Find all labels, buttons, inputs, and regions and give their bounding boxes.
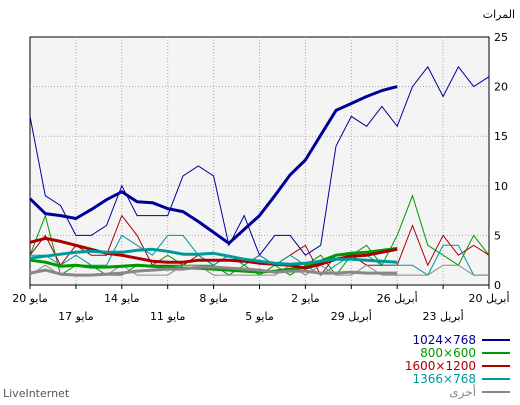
series-trend-line bbox=[28, 85, 398, 245]
x-tick-label: 26 أبريل bbox=[377, 291, 418, 305]
axis-labels: 0 5 10 15 20 25 20 مايو 14 مايو 8 مايو 2 مايو 26 أ… bbox=[12, 31, 509, 323]
y-tick-label: 0 bbox=[494, 279, 501, 292]
x-tick-label: 20 مايو bbox=[12, 292, 48, 305]
series-trend-line bbox=[29, 246, 398, 274]
x-tick-label: 29 أبريل bbox=[331, 309, 372, 323]
y-tick-label: 20 bbox=[494, 81, 508, 94]
series-trend-line bbox=[29, 247, 398, 266]
x-tick-label: 5 مايو bbox=[245, 310, 274, 323]
y-tick-label: 25 bbox=[494, 31, 508, 44]
legend-item: أخرى bbox=[330, 384, 510, 399]
x-tick-label: 2 مايو bbox=[291, 292, 320, 305]
legend-item: 1600×1200 bbox=[330, 358, 510, 373]
series-layer bbox=[28, 65, 490, 277]
legend-item: 800×600 bbox=[330, 345, 510, 360]
y-axis-title: المرات bbox=[483, 8, 515, 21]
legend-label: 1600×1200 bbox=[404, 358, 476, 373]
chart-legend: 1024×768 800×600 1600×1200 1366×768 أخرى bbox=[330, 332, 510, 399]
legend-label: أخرى bbox=[449, 384, 476, 399]
legend-label: 800×600 bbox=[420, 345, 476, 360]
legend-label: 1024×768 bbox=[412, 332, 477, 347]
x-tick-label: 20 أبريل bbox=[468, 291, 509, 305]
legend-label: 1366×768 bbox=[412, 371, 477, 386]
x-tick-label: 17 مايو bbox=[58, 310, 94, 323]
legend-item: 1024×768 bbox=[330, 332, 510, 347]
y-tick-label: 15 bbox=[494, 130, 508, 143]
line-chart: 0 5 10 15 20 25 20 مايو 14 مايو 8 مايو 2 مايو 26 أ… bbox=[12, 8, 515, 323]
x-tick-label: 8 مايو bbox=[199, 292, 228, 305]
legend-swatch bbox=[482, 338, 510, 341]
x-tick-label: 11 مايو bbox=[150, 310, 186, 323]
brand-label: LiveInternet bbox=[3, 387, 70, 400]
legend-swatch bbox=[482, 377, 510, 380]
y-tick-label: 5 bbox=[494, 229, 501, 242]
series-trend-line bbox=[29, 265, 398, 277]
x-tick-label: 14 مايو bbox=[104, 292, 140, 305]
legend-swatch bbox=[482, 390, 510, 393]
legend-swatch bbox=[482, 351, 510, 354]
legend-item: 1366×768 bbox=[330, 371, 510, 386]
legend-swatch bbox=[482, 364, 510, 367]
y-tick-label: 10 bbox=[494, 180, 508, 193]
series-line bbox=[30, 234, 489, 276]
x-tick-label: 23 أبريل bbox=[423, 309, 464, 323]
